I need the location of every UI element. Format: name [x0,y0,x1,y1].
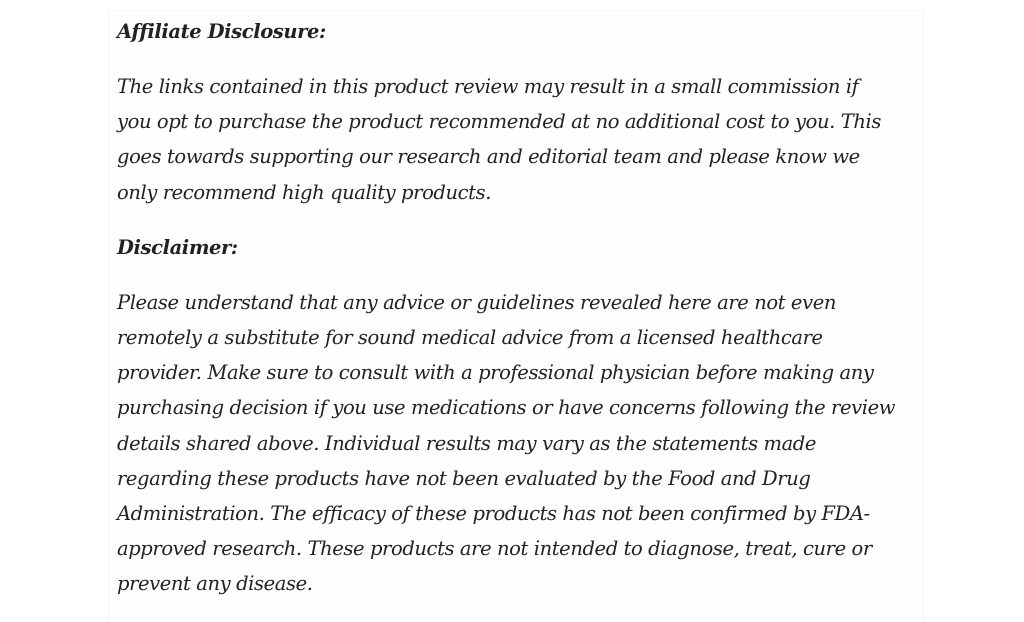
text-line: The links contained in this product revi… [117,75,859,98]
text-line: approved research. These products are no… [117,537,872,561]
text-line: prevent any disease. [117,572,313,596]
text-line: Please understand that any advice or gui… [117,290,836,314]
disclaimer-heading: Disclaimer: [117,235,238,259]
text-line: Administration. The efficacy of these pr… [117,502,870,526]
text-line: goes towards supporting our research and… [117,145,860,169]
disclosure-box [108,10,924,621]
text-line: purchasing decision if you use medicatio… [117,396,896,420]
affiliate-disclosure-text: The links contained in this product revi… [117,69,927,210]
text-line: you opt to purchase the product recommen… [117,110,881,134]
text-line: remotely a substitute for sound medical … [117,326,823,350]
disclaimer-text: Please understand that any advice or gui… [117,285,927,602]
disclosure-content: Affiliate Disclosure: The links containe… [117,14,927,622]
text-line: only recommend high quality products. [117,180,492,204]
text-line: provider. Make sure to consult with a pr… [117,361,874,385]
text-line: regarding these products have not been e… [117,466,811,490]
text-line: details shared above. Individual results… [117,431,817,455]
affiliate-disclosure-heading: Affiliate Disclosure: [117,20,326,43]
